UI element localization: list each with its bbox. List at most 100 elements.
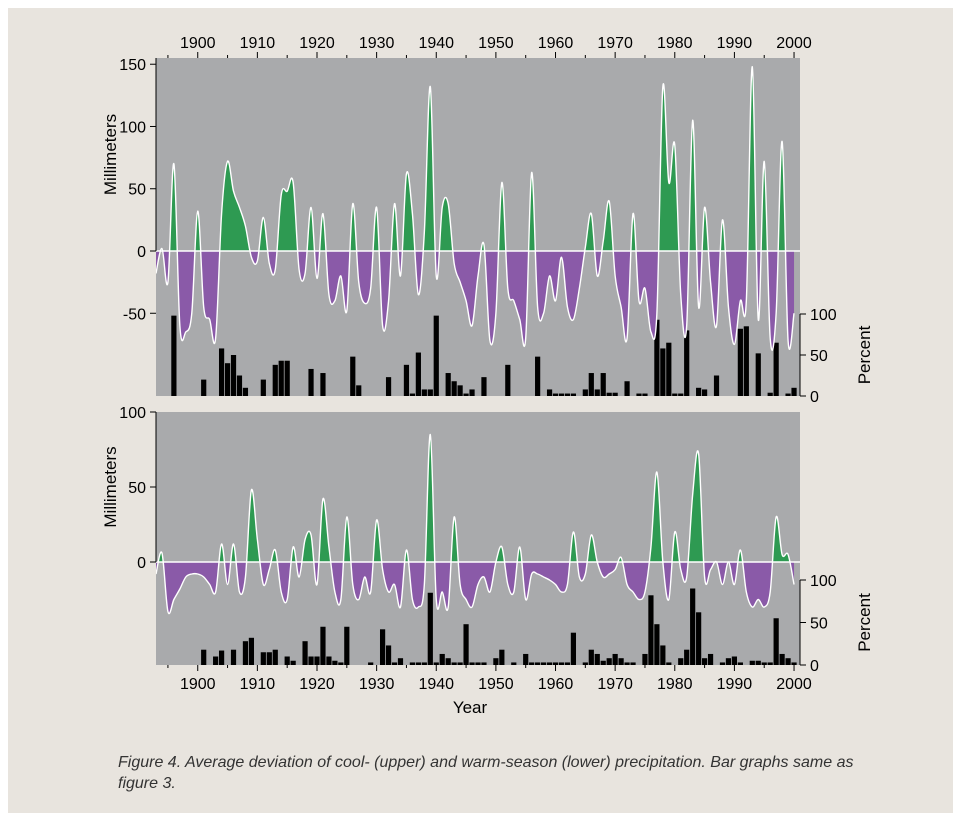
lower-percent-bar	[344, 626, 350, 665]
upper-percent-bar	[743, 326, 749, 396]
upper-percent-bar	[558, 393, 565, 396]
lower-percent-bar	[570, 632, 577, 665]
lower-percent-bar	[600, 660, 606, 665]
lower-percent-bar	[439, 653, 445, 665]
lower-percent-bar	[201, 649, 207, 665]
upper-percent-bar	[433, 315, 439, 396]
lower-chart	[156, 433, 800, 665]
upper-x-tick-label: 1960	[538, 35, 574, 52]
upper-percent-tick-label: 100	[810, 307, 837, 324]
lower-percent-bar	[582, 662, 588, 665]
lower-percent-bar	[749, 660, 755, 665]
lower-percent-bar	[230, 649, 237, 665]
upper-percent-bar	[481, 377, 487, 396]
upper-percent-tick-label: 50	[810, 348, 828, 365]
upper-x-tick-label: 1940	[418, 35, 454, 52]
upper-percent-bar	[236, 375, 243, 396]
lower-deviation-line	[156, 433, 795, 615]
upper-percent-bar	[594, 389, 600, 396]
lower-percent-bar	[415, 662, 421, 665]
upper-percent-bar	[600, 373, 606, 396]
lower-percent-bar	[642, 653, 648, 665]
upper-percent-bar	[272, 364, 278, 396]
upper-x-tick-label: 1930	[359, 35, 395, 52]
upper-x-tick-label: 2000	[776, 35, 812, 52]
lower-percent-bar	[308, 656, 314, 665]
upper-x-tick-label: 1910	[240, 35, 276, 52]
lower-percent-bar	[725, 658, 732, 665]
lower-percent-bar	[678, 658, 684, 665]
upper-percent-bar	[350, 356, 356, 396]
upper-percent-bar	[427, 389, 433, 396]
upper-percent-bar	[636, 393, 642, 396]
lower-percent-bar	[552, 662, 559, 665]
upper-y-tick-label: -50	[123, 306, 146, 323]
lower-percent-bar	[767, 662, 773, 665]
upper-percent-bar	[445, 373, 451, 396]
lower-percent-bar	[302, 641, 308, 665]
lower-percent-bar	[761, 662, 767, 665]
upper-percent-tick-label: 0	[810, 389, 819, 406]
upper-percent-bar	[242, 387, 249, 396]
upper-percent-bar	[552, 393, 559, 396]
lower-percent-bar	[260, 652, 266, 665]
lower-percent-bar	[499, 649, 505, 665]
lower-x-tick-label: 1990	[717, 676, 753, 693]
lower-percent-bar	[606, 658, 612, 665]
lower-percent-bar	[648, 595, 654, 665]
upper-percent-bar	[660, 348, 666, 396]
lower-percent-bar	[481, 662, 487, 665]
upper-percent-bar	[701, 389, 708, 396]
upper-percent-bar	[284, 360, 290, 396]
lower-percent-bar	[445, 658, 451, 665]
lower-percent-bar	[529, 662, 535, 665]
upper-percent-bar	[308, 368, 314, 396]
lower-percent-bar	[242, 641, 249, 665]
upper-x-tick-label: 1970	[597, 35, 633, 52]
lower-percent-bar	[755, 660, 761, 665]
upper-y-tick-label: 150	[119, 57, 146, 74]
upper-y-tick-label: 0	[137, 244, 146, 261]
lower-x-tick-label: 1930	[359, 676, 395, 693]
lower-x-tick-label: 1980	[657, 676, 693, 693]
upper-percent-bar	[320, 373, 326, 396]
upper-percent-bar	[230, 355, 237, 396]
lower-x-tick-label: 1900	[180, 676, 216, 693]
upper-y-tick-label: 100	[119, 119, 146, 136]
lower-percent-bar	[469, 662, 475, 665]
lower-x-tick-label: 2000	[776, 676, 812, 693]
lower-y-tick-label: 50	[128, 480, 146, 497]
lower-x-tick-label: 1970	[597, 676, 633, 693]
upper-percent-bar	[260, 379, 266, 396]
figure-panel: -50 0 50 100 150 Millimeters 0 50 100 Percent 1900…	[8, 8, 953, 813]
lower-percent-bar	[314, 656, 320, 665]
lower-percent-tick-label: 50	[810, 616, 828, 633]
lower-percent-bar	[457, 662, 463, 665]
upper-x-tick-label: 1950	[478, 35, 514, 52]
lower-percent-bar	[320, 626, 326, 665]
upper-percent-bar	[570, 393, 577, 396]
upper-x-tick-label: 1990	[717, 35, 753, 52]
lower-percent-bar	[666, 662, 672, 665]
lower-percent-bar	[332, 660, 338, 665]
lower-percent-tick-label: 100	[810, 573, 837, 590]
upper-positive-area	[156, 66, 795, 251]
upper-percent-bar	[278, 360, 284, 396]
lower-percent-tick-label: 0	[810, 658, 819, 675]
lower-percent-bar	[218, 650, 225, 665]
lower-percent-bar	[493, 658, 499, 665]
lower-percent-bar	[290, 660, 296, 665]
lower-percent-bar	[630, 662, 636, 665]
lower-percent-bar	[385, 645, 392, 665]
upper-percent-bar	[535, 356, 541, 396]
lower-percent-bar	[588, 649, 594, 665]
figure-caption: Figure 4. Average deviation of cool- (up…	[118, 754, 854, 792]
upper-percent-bar	[666, 342, 672, 396]
lower-percent-bar	[618, 658, 624, 665]
lower-percent-bar	[451, 662, 457, 665]
lower-y-axis-title: Millimeters	[101, 446, 120, 527]
upper-y-axis-title: Millimeters	[101, 114, 120, 195]
upper-percent-bar	[612, 392, 618, 396]
lower-percent-bar	[463, 624, 469, 665]
lower-percent-bar	[779, 653, 785, 665]
